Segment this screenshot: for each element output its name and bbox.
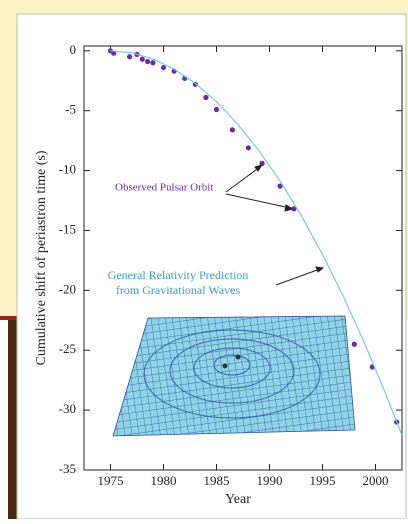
x-tick-label: 2000 [363,473,389,488]
x-tick-label: 1985 [204,473,230,488]
data-point [126,54,133,60]
y-tick-label: -15 [59,221,76,236]
data-point [213,106,220,113]
x-tick-label: 1990 [257,473,283,488]
y-tick-label: 0 [70,42,77,57]
data-point [203,94,209,101]
data-point [139,56,145,62]
y-tick-label: -35 [59,461,76,476]
y-tick-label: -25 [59,341,76,356]
data-point [277,183,283,189]
data-point [351,341,357,347]
y-tick-label: -20 [59,281,76,296]
data-point [145,58,151,65]
data-point [229,127,235,133]
annotation: General Relativity Prediction [108,268,249,282]
y-tick-label: -30 [59,401,76,416]
x-tick-label: 1995 [310,473,336,488]
side-bar [8,320,17,519]
x-tick-label: 1975 [98,473,124,488]
data-point [160,64,167,71]
x-axis-label: Year [225,492,251,507]
annotation: Observed Pulsar Orbit [115,182,213,194]
y-tick-label: -10 [59,162,76,177]
plot-frame [83,45,403,471]
y-tick-label: -5 [65,102,76,117]
data-point [259,160,265,166]
data-point [111,50,117,56]
data-point [291,206,297,212]
annotation: from Gravitational Waves [116,283,240,297]
prediction-curve [110,50,403,436]
chart-panel [16,13,407,520]
spacetime-mesh [112,315,356,437]
accent-line [0,316,20,320]
data-point [245,145,251,151]
y-axis-label: Cumulative shift of periastron time (s) [34,150,49,365]
arrows [225,164,325,286]
data-point [150,60,156,66]
x-tick-label: 1980 [151,473,177,488]
